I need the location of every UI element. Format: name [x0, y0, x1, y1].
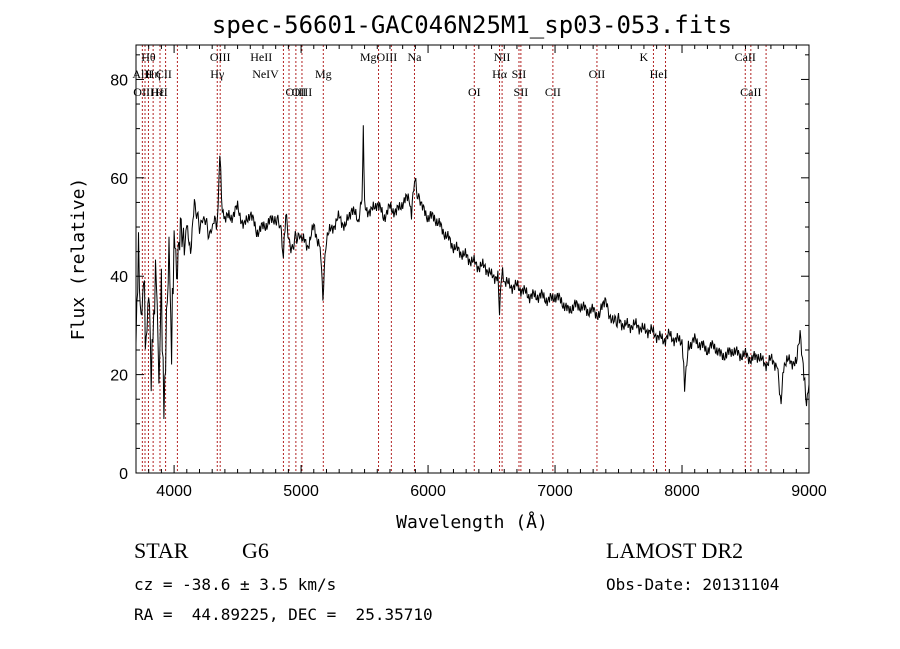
- observation-date: Obs-Date: 20131104: [606, 575, 779, 594]
- spectral-line-label: OIII: [133, 85, 154, 99]
- spectral-line-label: AlII: [132, 67, 152, 81]
- spectral-line-label: CaII: [740, 85, 761, 99]
- redshift-cz: cz = -38.6 ± 3.5 km/s: [134, 575, 336, 594]
- survey-name: LAMOST DR2: [606, 538, 743, 563]
- spectral-line-label: OIII: [292, 85, 313, 99]
- x-tick-label: 7000: [537, 483, 573, 500]
- spectral-line-label: OII: [589, 67, 606, 81]
- spectral-line-labels: HθAlIIHηCIIOIIIHεHIOIIIHγHeIINeIVOIIIOII…: [132, 50, 761, 99]
- x-axis-label: Wavelength (Å): [396, 511, 548, 533]
- spectral-line-label: Hγ: [210, 67, 225, 81]
- spectral-line-label: Mg: [315, 67, 332, 81]
- y-tick-label: 80: [110, 72, 128, 89]
- spectral-line-label: OIII: [286, 85, 307, 99]
- spectral-line-label: CII: [545, 85, 561, 99]
- spectral-line-label: CII: [156, 67, 172, 81]
- spectral-line-label: SII: [514, 85, 529, 99]
- y-tick-label: 40: [110, 269, 128, 286]
- spectral-line-label: Hη: [146, 67, 161, 81]
- plot-frame: [135, 44, 810, 474]
- y-tick-label: 20: [110, 368, 128, 385]
- x-tick-label: 5000: [283, 483, 319, 500]
- y-tick-label: 0: [119, 466, 128, 483]
- object-subclass: G6: [242, 538, 269, 563]
- spectral-line-label: K: [639, 50, 648, 64]
- spectral-line-label: Hε: [151, 85, 165, 99]
- spectral-line-label: OIII: [210, 50, 231, 64]
- spectral-line-label: CaII: [735, 50, 756, 64]
- spectral-line-label: OI: [468, 85, 481, 99]
- coordinates: RA = 44.89225, DEC = 25.35710: [134, 605, 433, 624]
- y-tick-label: 60: [110, 171, 128, 188]
- spectral-line-label: HI: [155, 85, 168, 99]
- y-axis-ticks: 0 20 40 60 80: [110, 54, 809, 483]
- spectral-line-label: Na: [407, 50, 422, 64]
- spectral-line-label: SII: [512, 67, 527, 81]
- x-tick-label: 8000: [664, 483, 700, 500]
- spectral-line-label: HeI: [650, 67, 668, 81]
- spectral-line-label: Hθ: [141, 50, 156, 64]
- x-tick-label: 6000: [410, 483, 446, 500]
- spectral-line-label: HeII: [250, 50, 272, 64]
- x-axis-ticks: 4000 5000 6000 7000 8000 9000: [135, 45, 827, 500]
- object-class: STAR: [134, 538, 189, 563]
- spectral-line-markers: [141, 45, 767, 473]
- spectral-line-label: NeIV: [252, 67, 279, 81]
- spectral-line-label: Hα: [492, 67, 508, 81]
- x-tick-label: 9000: [791, 483, 827, 500]
- spectrum-series-line: [135, 125, 810, 420]
- spectral-line-label: NII: [494, 50, 511, 64]
- x-tick-label: 4000: [156, 483, 192, 500]
- spectral-line-label: MgOIII: [360, 50, 397, 64]
- chart-title: spec-56601-GAC046N25M1_sp03-053.fits: [212, 11, 732, 39]
- y-axis-label: Flux (relative): [68, 178, 89, 341]
